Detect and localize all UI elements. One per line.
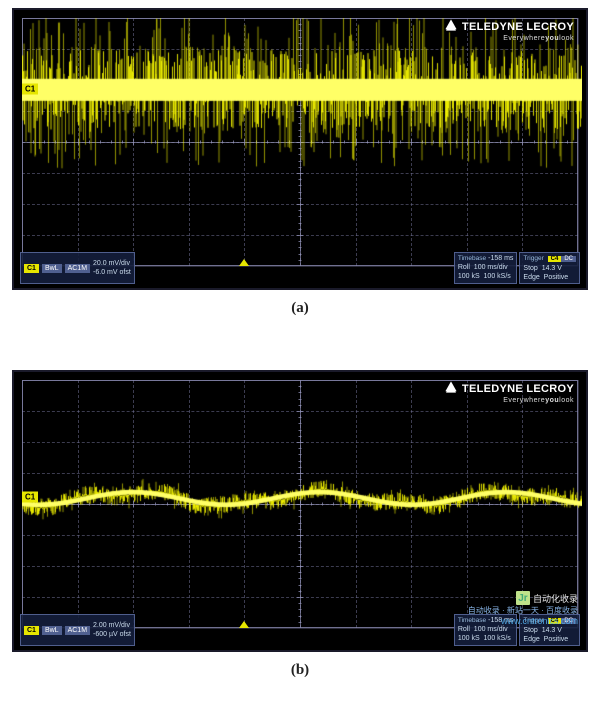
oscilloscope-scope_a: C1TELEDYNE LECROYEverywhereyoulookC1BwLA… [12, 8, 588, 290]
offset-readout: -600 µV ofst [93, 630, 131, 639]
readout-bar: C1BwLAC1M20.0 mV/div-6.0 mV ofst Timebase… [20, 252, 580, 284]
oscilloscope-scope_b: C1TELEDYNE LECROYEverywhereyoulookC1BwLA… [12, 370, 588, 652]
channel-badge: C1 [22, 491, 38, 502]
tagline-pre: Everywhere [503, 35, 545, 42]
bandwidth-limit-badge: BwL [42, 626, 62, 635]
bandwidth-limit-badge: BwL [42, 264, 62, 273]
channel-readout: C1BwLAC1M2.00 mV/div-600 µV ofst [20, 614, 135, 646]
tagline-pre: Everywhere [503, 397, 545, 404]
offset-readout: -6.0 mV ofst [93, 268, 131, 277]
brand-name: TELEDYNE LECROY [462, 383, 574, 395]
channel-tag: C1 [24, 626, 39, 635]
timebase-readout: Timebase -158 msRoll 100 ms/div100 kS 10… [454, 252, 518, 284]
tagline-bold: you [545, 35, 559, 42]
tagline-bold: you [545, 397, 559, 404]
brand-name: TELEDYNE LECROY [462, 21, 574, 33]
teledyne-logo: TELEDYNE LECROY Everywhereyoulook [444, 18, 574, 42]
watermark-url: www.cntronics.com [468, 616, 578, 626]
channel-tag: C1 [24, 264, 39, 273]
volts-per-div: 2.00 mV/div [93, 621, 131, 630]
watermark-slogan: 自动收录 · 新站一天 · 百度收录 [468, 605, 578, 616]
teledyne-icon [444, 380, 458, 397]
watermark-icon: Jr [516, 591, 530, 605]
trigger-readout: Trigger C4DCStop 14.3 VEdge Positive [519, 252, 580, 284]
tagline-post: look [559, 35, 574, 42]
subfigure-label: (b) [12, 662, 588, 679]
waveform-trace [22, 18, 582, 270]
coupling-badge: AC1M [65, 626, 90, 635]
channel-badge: C1 [22, 83, 38, 94]
teledyne-icon [444, 18, 458, 35]
source-watermark: Jr自动化收录自动收录 · 新站一天 · 百度收录www.cntronics.c… [468, 591, 578, 626]
coupling-badge: AC1M [65, 264, 90, 273]
subfigure-label: (a) [12, 300, 588, 317]
teledyne-logo: TELEDYNE LECROY Everywhereyoulook [444, 380, 574, 404]
scope-grid: C1 [22, 18, 578, 266]
watermark-text: 自动化收录 [533, 592, 578, 605]
channel-readout: C1BwLAC1M20.0 mV/div-6.0 mV ofst [20, 252, 135, 284]
volts-per-div: 20.0 mV/div [93, 259, 131, 268]
tagline-post: look [559, 397, 574, 404]
